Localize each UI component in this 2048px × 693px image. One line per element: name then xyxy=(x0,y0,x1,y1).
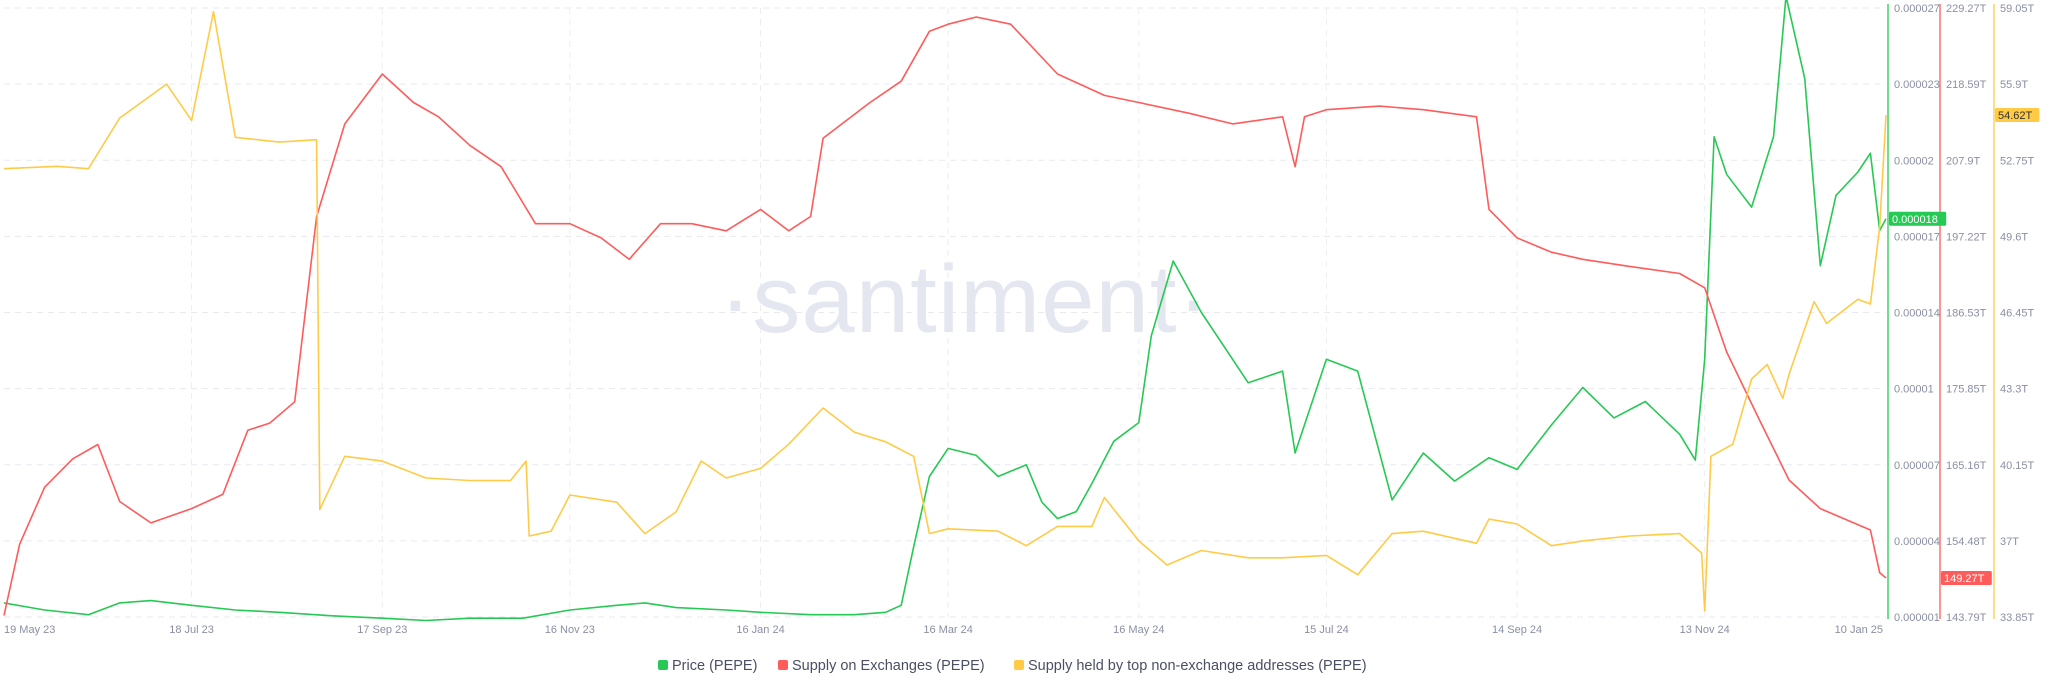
y-tick-label-holders: 40.15T xyxy=(2000,460,2035,472)
y-tick-label-holders: 59.05T xyxy=(2000,3,2035,15)
current-value-label-price: 0.000018 xyxy=(1892,214,1938,226)
y-tick-label-exchange: 186.53T xyxy=(1946,308,1987,320)
x-tick-label: 14 Sep 24 xyxy=(1492,624,1542,636)
legend-label-exchange: Supply on Exchanges (PEPE) xyxy=(792,658,985,674)
y-tick-label-price: 0.00001 xyxy=(1894,384,1934,396)
watermark: ·santiment· xyxy=(719,246,1210,353)
legend-label-price: Price (PEPE) xyxy=(672,658,757,674)
y-tick-label-price: 0.000027 xyxy=(1894,3,1940,15)
x-tick-label: 10 Jan 25 xyxy=(1835,624,1883,636)
axis-layer: 19 May 23 18 Jul 23 17 Sep 23 16 Nov 23 16 J… xyxy=(4,3,2040,636)
y-tick-label-price: 0.000023 xyxy=(1894,79,1940,91)
y-tick-label-holders: 49.6T xyxy=(2000,231,2028,243)
series-line-price xyxy=(3,0,1887,622)
y-tick-label-holders: 52.75T xyxy=(2000,155,2035,167)
y-tick-label-exchange: 229.27T xyxy=(1946,3,1987,15)
y-tick-label-exchange: 218.59T xyxy=(1946,79,1987,91)
legend-label-holders: Supply held by top non-exchange addresse… xyxy=(1028,658,1367,674)
current-value-badge-price xyxy=(1889,211,1947,226)
y-tick-label-price: 0.000014 xyxy=(1894,308,1940,320)
current-value-badge-holders xyxy=(1995,108,2040,123)
y-tick-label-price: 0.000001 xyxy=(1894,612,1940,624)
current-value-badge-exchange xyxy=(1941,570,1992,585)
x-tick-label: 16 Jan 24 xyxy=(736,624,784,636)
y-tick-label-price: 0.00002 xyxy=(1894,155,1934,167)
y-tick-label-holders: 43.3T xyxy=(2000,384,2028,396)
x-tick-label: 16 Mar 24 xyxy=(923,624,973,636)
x-tick-label: 16 Nov 23 xyxy=(545,624,595,636)
y-tick-label-exchange: 143.79T xyxy=(1946,612,1987,624)
legend: Price (PEPE) Supply on Exchanges (PEPE) Su… xyxy=(658,658,1367,674)
y-tick-label-price: 0.000017 xyxy=(1894,231,1940,243)
series-line-exchange xyxy=(3,16,1887,616)
x-tick-label: 13 Nov 24 xyxy=(1680,624,1730,636)
current-value-label-exchange: 149.27T xyxy=(1944,573,1985,585)
x-tick-label: 18 Jul 23 xyxy=(169,624,214,636)
y-tick-label-holders: 33.85T xyxy=(2000,612,2035,624)
y-tick-label-exchange: 197.22T xyxy=(1946,231,1987,243)
legend-swatch-exchange xyxy=(778,660,788,670)
series-layer xyxy=(3,0,1887,622)
series-line-holders xyxy=(3,10,1887,612)
y-tick-label-price: 0.000004 xyxy=(1894,536,1940,548)
x-tick-label: 17 Sep 23 xyxy=(357,624,407,636)
y-tick-label-holders: 55.9T xyxy=(2000,79,2028,91)
current-value-label-holders: 54.62T xyxy=(1998,110,2033,122)
x-tick-label: 19 May 23 xyxy=(4,624,55,636)
y-tick-label-exchange: 207.9T xyxy=(1946,155,1981,167)
y-tick-label-exchange: 165.16T xyxy=(1946,460,1987,472)
y-tick-label-exchange: 175.85T xyxy=(1946,384,1987,396)
y-tick-label-price: 0.000007 xyxy=(1894,460,1940,472)
y-tick-label-holders: 46.45T xyxy=(2000,308,2035,320)
legend-swatch-price xyxy=(658,660,668,670)
y-tick-label-holders: 37T xyxy=(2000,536,2019,548)
x-tick-label: 16 May 24 xyxy=(1113,624,1164,636)
y-tick-label-exchange: 154.48T xyxy=(1946,536,1987,548)
legend-swatch-holders xyxy=(1014,660,1024,670)
x-tick-label: 15 Jul 24 xyxy=(1304,624,1349,636)
